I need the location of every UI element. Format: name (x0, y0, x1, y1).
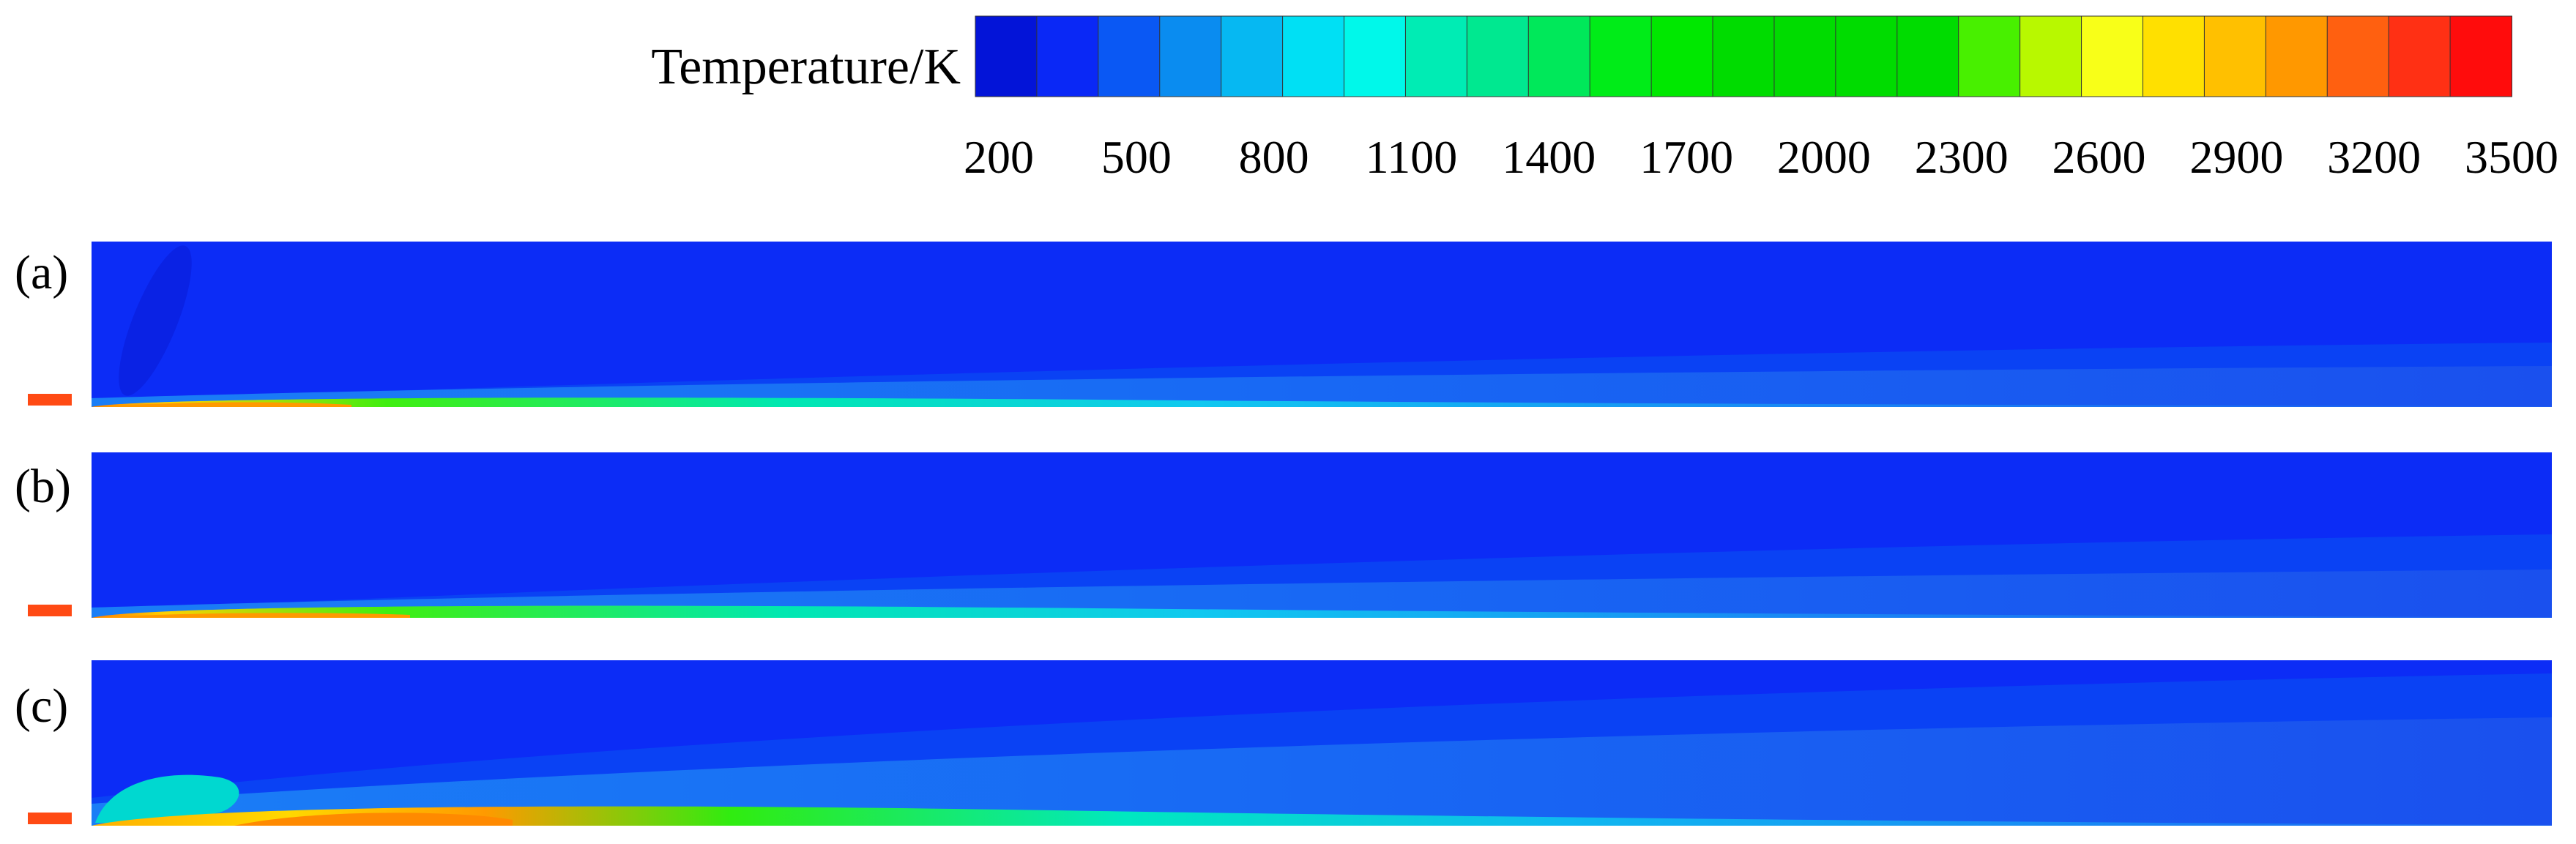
colorbar-tick-label: 1700 (1639, 131, 1733, 183)
colorbar-tick-label: 3500 (2465, 131, 2558, 183)
hot-core-a (92, 402, 351, 407)
colorbar-swatch (2081, 15, 2144, 97)
nozzle-c (28, 813, 72, 824)
colorbar-tick-label: 200 (964, 131, 1034, 183)
halo-b (92, 569, 2552, 618)
colorbar-swatch (1650, 15, 1714, 97)
colorbar-swatch (1466, 15, 1530, 97)
colorbar-swatch (1159, 15, 1222, 97)
colorbar-swatch (2265, 15, 2329, 97)
panel-a: (a) (15, 242, 2552, 407)
colorbar-swatch (1527, 15, 1591, 97)
colorbar-swatch (1282, 15, 1345, 97)
colorbar-title: Temperature/K (651, 39, 961, 95)
colorbar-tick-label: 3200 (2327, 131, 2421, 183)
colorbar-tick-label: 2900 (2189, 131, 2283, 183)
plume-a (92, 397, 2552, 407)
panel-b: (b) (15, 452, 2552, 618)
colorbar-tick-label: 2000 (1777, 131, 1871, 183)
colorbar-swatch (1589, 15, 1653, 97)
panel-label-c: (c) (15, 679, 68, 733)
colorbar-swatch (1036, 15, 1099, 97)
plume-c (92, 806, 2552, 826)
colorbar-swatch (1712, 15, 1775, 97)
colorbar-tick-label: 2600 (2052, 131, 2146, 183)
panel-label-b: (b) (15, 460, 71, 513)
colorbar-tick-label: 2300 (1915, 131, 2009, 183)
hot-core-b (92, 613, 410, 618)
colorbar-swatch (1835, 15, 1898, 97)
colorbar-tick-label: 800 (1239, 131, 1309, 183)
hot-core-c (234, 813, 513, 826)
plume-b (92, 605, 2552, 618)
colorbar-swatch (1221, 15, 1284, 97)
colorbar-tick-label: 500 (1101, 131, 1172, 183)
recirculation-zone-c (95, 774, 239, 824)
panel-label-a: (a) (15, 246, 68, 299)
colorbar-swatch (975, 15, 1038, 97)
colorbar-swatches (975, 15, 2513, 97)
colorbar-swatch (1344, 15, 1407, 97)
colorbar-swatch (2020, 15, 2082, 97)
nozzle-a (28, 394, 72, 406)
colorbar: Temperature/K 200 500 800 1100 1400 1700 2000 2… (651, 15, 2558, 183)
panel-c: (c) (15, 660, 2552, 826)
colorbar-swatch (2203, 15, 2267, 97)
colorbar-swatch (1958, 15, 2021, 97)
colorbar-swatch (1404, 15, 1468, 97)
colorbar-swatch (2326, 15, 2390, 97)
colorbar-swatch (2449, 15, 2513, 97)
colorbar-swatch (2142, 15, 2205, 97)
colorbar-tick-labels: 200 500 800 1100 1400 1700 2000 2300 2600 2900 320… (964, 131, 2558, 183)
colorbar-swatch (1773, 15, 1836, 97)
recirculation-zone-a (119, 245, 192, 396)
colorbar-tick-label: 1100 (1366, 131, 1458, 183)
colorbar-swatch (2388, 15, 2452, 97)
colorbar-swatch (1098, 15, 1161, 97)
colorbar-tick-label: 1400 (1502, 131, 1596, 183)
nozzle-b (28, 605, 72, 616)
halo-a (92, 366, 2552, 407)
halo-c (92, 717, 2552, 826)
colorbar-swatch (1896, 15, 1959, 97)
